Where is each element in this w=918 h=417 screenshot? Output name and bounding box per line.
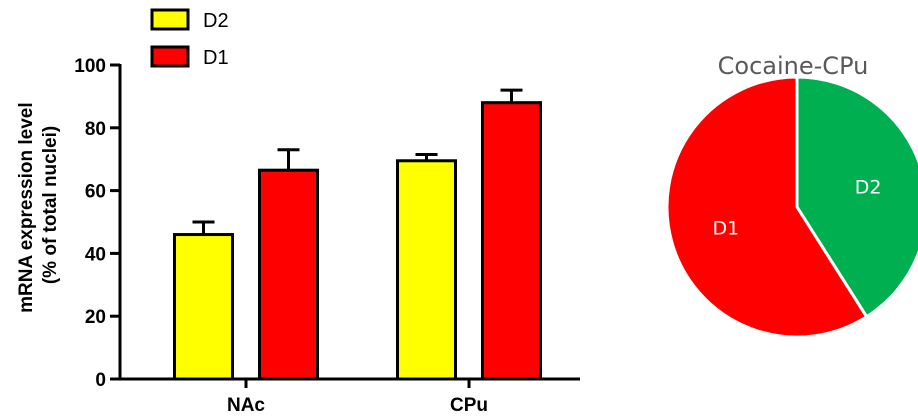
bar-CPu-D2 — [396, 152, 457, 381]
bar-chart: D2 D1 mRNA expression level (% of total n… — [16, 8, 580, 416]
x-axis-ticks: NAc CPu — [227, 379, 488, 416]
axes — [118, 64, 580, 381]
bar — [258, 168, 319, 381]
y-tick-label: 0 — [95, 370, 106, 391]
bar — [481, 101, 542, 381]
pie-slice-D2: D2 — [795, 75, 918, 319]
y-axis-ticks: 0 20 40 60 80 100 — [74, 56, 120, 391]
pie-slice-wedge — [665, 75, 869, 339]
pie-slice-label: D2 — [855, 176, 882, 198]
y-axis-label-line-2: (% of total nuclei) — [40, 126, 61, 284]
pie-slice-wedge — [795, 75, 918, 319]
pie-slice-label: D1 — [712, 218, 739, 240]
y-tick-label: 20 — [85, 307, 106, 328]
y-axis-label-line-1: mRNA expression level — [16, 102, 37, 313]
x-tick-label: CPu — [450, 395, 488, 416]
legend-item-D2: D2 — [150, 8, 229, 32]
pie-chart: Cocaine-CPu D2 D1 — [665, 52, 918, 339]
legend: D2 D1 — [150, 8, 229, 69]
legend-swatch — [150, 45, 190, 68]
legend-item-D1: D1 — [150, 45, 229, 69]
legend-label: D1 — [203, 47, 229, 69]
bar — [396, 159, 457, 381]
pie-title: Cocaine-CPu — [718, 52, 869, 80]
y-tick-label: 60 — [85, 182, 106, 203]
x-tick-label: NAc — [227, 395, 265, 416]
y-tick-label: 100 — [74, 56, 106, 77]
bars — [173, 88, 542, 381]
bar-NAc-D1 — [258, 148, 319, 381]
legend-label: D2 — [203, 10, 229, 32]
pie-slice-D1: D1 — [665, 75, 869, 339]
bar-NAc-D2 — [173, 220, 234, 381]
y-tick-label: 80 — [85, 119, 106, 140]
legend-swatch — [150, 8, 190, 31]
y-tick-label: 40 — [85, 244, 106, 265]
bar-CPu-D1 — [481, 88, 542, 381]
bar — [173, 233, 234, 381]
y-axis-label: mRNA expression level (% of total nuclei… — [16, 97, 61, 313]
pie-slices: D2 D1 — [665, 75, 918, 339]
